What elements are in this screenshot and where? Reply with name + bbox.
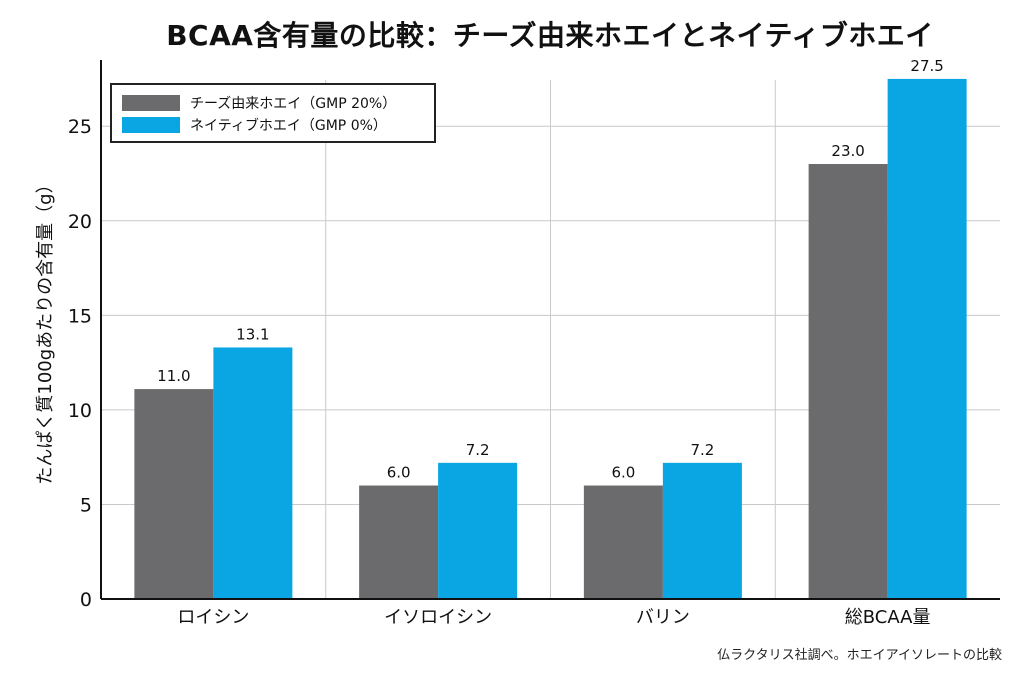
data-label: 6.0 (387, 464, 411, 482)
y-tick-label: 15 (68, 305, 92, 327)
bar (359, 485, 439, 599)
source-note: 仏ラクタリス社調べ。ホエイアイソレートの比較 (717, 648, 1002, 663)
chart-title: BCAA含有量の比較：チーズ由来ホエイとネイティブホエイ (166, 19, 934, 52)
y-tick-label: 25 (68, 116, 92, 138)
data-label: 6.0 (611, 464, 635, 482)
legend: チーズ由来ホエイ（GMP 20%） ネイティブホエイ（GMP 0%） (110, 83, 436, 143)
data-label: 11.0 (157, 367, 190, 385)
y-tick-label: 10 (68, 400, 92, 422)
data-label: 27.5 (910, 57, 943, 75)
legend-swatch-native (122, 117, 180, 133)
x-tick-label: ロイシン (177, 607, 249, 628)
x-tick-label: イソロイシン (384, 607, 492, 628)
bar (134, 389, 214, 599)
x-tick-label: バリン (636, 607, 690, 628)
bar (213, 347, 293, 599)
data-label: 13.1 (236, 325, 269, 343)
data-label: 7.2 (466, 441, 490, 459)
data-label: 7.2 (690, 441, 714, 459)
y-tick-label: 5 (80, 494, 92, 516)
legend-swatch-cheese (122, 95, 180, 111)
y-tick-label: 0 (80, 589, 92, 611)
bar (438, 462, 518, 599)
legend-label-native: ネイティブホエイ（GMP 0%） (190, 118, 387, 134)
bar (808, 164, 888, 599)
bar (583, 485, 663, 599)
y-tick-label: 20 (68, 211, 92, 233)
legend-item-cheese: チーズ由来ホエイ（GMP 20%） (122, 92, 424, 114)
data-label: 23.0 (831, 142, 864, 160)
bar (662, 462, 742, 599)
legend-label-cheese: チーズ由来ホエイ（GMP 20%） (190, 96, 397, 112)
legend-item-native: ネイティブホエイ（GMP 0%） (122, 114, 424, 136)
bar (887, 78, 967, 599)
x-tick-label: 総BCAA量 (845, 607, 931, 628)
